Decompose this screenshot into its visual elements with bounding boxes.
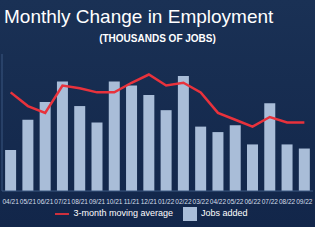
html-text:Jobs added: Jobs added bbox=[201, 208, 248, 219]
svg-text:08/22: 08/22 bbox=[279, 198, 296, 205]
html-text:(THOUSANDS OF JOBS): (THOUSANDS OF JOBS) bbox=[99, 33, 216, 44]
svg-text:05/22: 05/22 bbox=[227, 198, 244, 205]
svg-text:06/22: 06/22 bbox=[244, 198, 261, 205]
svg-text:06/21: 06/21 bbox=[37, 198, 54, 205]
svg-text:09/21: 09/21 bbox=[89, 198, 106, 205]
svg-text:08/21: 08/21 bbox=[72, 198, 89, 205]
svg-text:03/22: 03/22 bbox=[193, 198, 210, 205]
svg-text:04/21: 04/21 bbox=[8, 198, 19, 205]
svg-text:01/22: 01/22 bbox=[158, 198, 175, 205]
svg-text:05/21: 05/21 bbox=[20, 198, 37, 205]
svg-text:11/21: 11/21 bbox=[124, 198, 140, 205]
svg-text:07/21: 07/21 bbox=[54, 198, 71, 205]
svg-text:07/22: 07/22 bbox=[262, 198, 279, 205]
svg-text:12/21: 12/21 bbox=[141, 198, 158, 205]
svg-text:04/22: 04/22 bbox=[210, 198, 227, 205]
html-text:Monthly Change in Employment: Monthly Change in Employment bbox=[4, 6, 274, 27]
html-text:3-month moving average: 3-month moving average bbox=[73, 208, 173, 219]
svg-text:02/22: 02/22 bbox=[175, 198, 192, 205]
svg-text:09/22: 09/22 bbox=[296, 198, 307, 205]
svg-text:10/21: 10/21 bbox=[106, 198, 123, 205]
